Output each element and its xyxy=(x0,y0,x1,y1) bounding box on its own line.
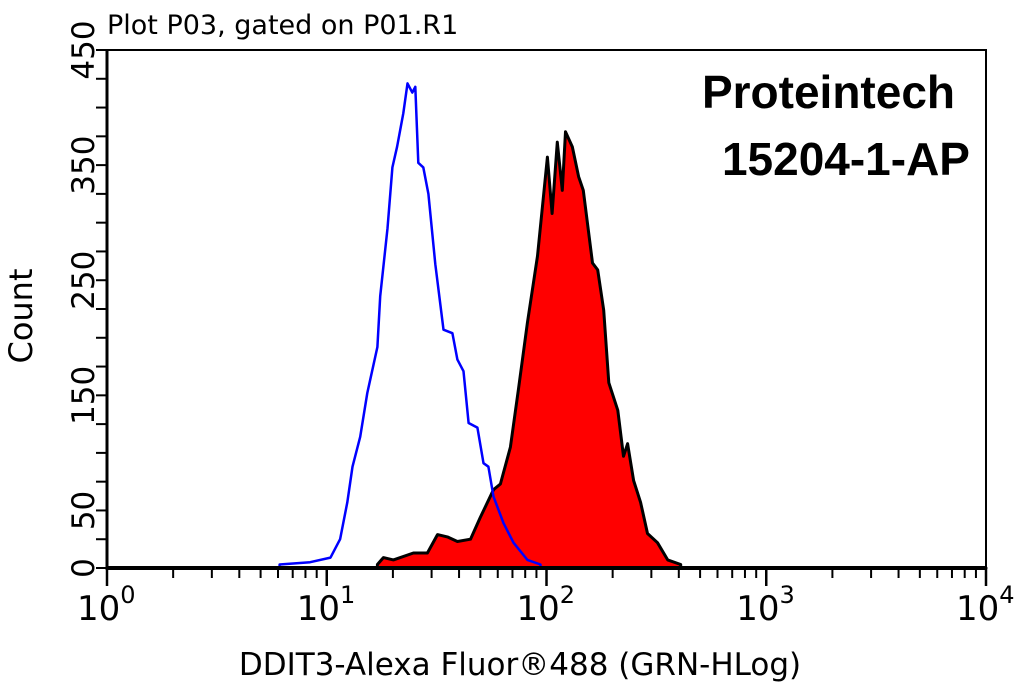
series-layer xyxy=(105,82,988,570)
x-tick-label: 101 xyxy=(297,581,356,629)
x-tick-exponent: 2 xyxy=(560,581,575,609)
y-tick-label: 150 xyxy=(66,366,102,425)
chart-title: Plot P03, gated on P01.R1 xyxy=(107,10,458,41)
x-tick-base: 10 xyxy=(517,589,560,629)
x-tick-label: 100 xyxy=(77,581,136,629)
series-outline-histogram xyxy=(107,82,986,570)
y-tick-label: 350 xyxy=(66,136,102,195)
x-tick-base: 10 xyxy=(77,589,120,629)
x-axis-label: DDIT3-Alexa Fluor®488 (GRN-HLog) xyxy=(239,647,801,683)
x-tick-label: 102 xyxy=(517,581,576,629)
y-tick-label: 250 xyxy=(66,251,102,310)
x-tick-base: 10 xyxy=(297,589,340,629)
x-tick-exponent: 4 xyxy=(999,581,1014,609)
x-tick-exponent: 3 xyxy=(780,581,795,609)
annotation-brand: Proteintech xyxy=(702,66,955,118)
x-tick-exponent: 1 xyxy=(340,581,355,609)
x-tick-base: 10 xyxy=(956,589,999,629)
series-filled-histogram xyxy=(105,130,988,570)
x-tick-label: 104 xyxy=(956,581,1015,629)
x-ticks: 100 101 102 103 104 xyxy=(77,568,1015,629)
y-axis-label: Count xyxy=(2,268,40,363)
x-tick-label: 103 xyxy=(736,581,795,629)
x-tick-exponent: 0 xyxy=(120,581,135,609)
y-tick-label: 0 xyxy=(66,558,102,578)
y-ticks: 0 50 150 250 350 450 xyxy=(66,20,107,578)
annotation-catalog: 15204-1-AP xyxy=(722,133,970,185)
y-tick-label: 450 xyxy=(66,20,102,79)
y-tick-label: 50 xyxy=(66,491,102,530)
x-tick-base: 10 xyxy=(736,589,779,629)
